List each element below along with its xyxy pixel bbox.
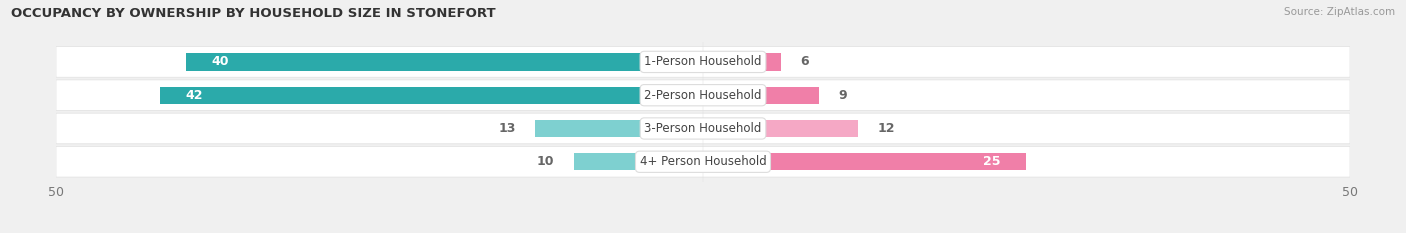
Bar: [703, 86, 820, 104]
FancyBboxPatch shape: [56, 80, 1350, 110]
Text: 9: 9: [839, 89, 848, 102]
Text: 2-Person Household: 2-Person Household: [644, 89, 762, 102]
Bar: [703, 53, 780, 71]
Bar: [534, 120, 703, 137]
Text: 4+ Person Household: 4+ Person Household: [640, 155, 766, 168]
Bar: [574, 153, 703, 170]
Bar: [186, 53, 703, 71]
FancyBboxPatch shape: [56, 113, 1350, 144]
Bar: [703, 153, 1026, 170]
Text: 12: 12: [877, 122, 896, 135]
Text: 13: 13: [498, 122, 516, 135]
Text: 1-Person Household: 1-Person Household: [644, 55, 762, 69]
Bar: [160, 86, 703, 104]
FancyBboxPatch shape: [56, 147, 1350, 177]
Text: Source: ZipAtlas.com: Source: ZipAtlas.com: [1284, 7, 1395, 17]
Bar: [703, 120, 858, 137]
Text: 3-Person Household: 3-Person Household: [644, 122, 762, 135]
Text: 40: 40: [211, 55, 229, 69]
Text: OCCUPANCY BY OWNERSHIP BY HOUSEHOLD SIZE IN STONEFORT: OCCUPANCY BY OWNERSHIP BY HOUSEHOLD SIZE…: [11, 7, 496, 20]
Text: 42: 42: [186, 89, 202, 102]
FancyBboxPatch shape: [56, 47, 1350, 77]
Text: 10: 10: [537, 155, 554, 168]
Text: 25: 25: [983, 155, 1001, 168]
Text: 6: 6: [800, 55, 808, 69]
